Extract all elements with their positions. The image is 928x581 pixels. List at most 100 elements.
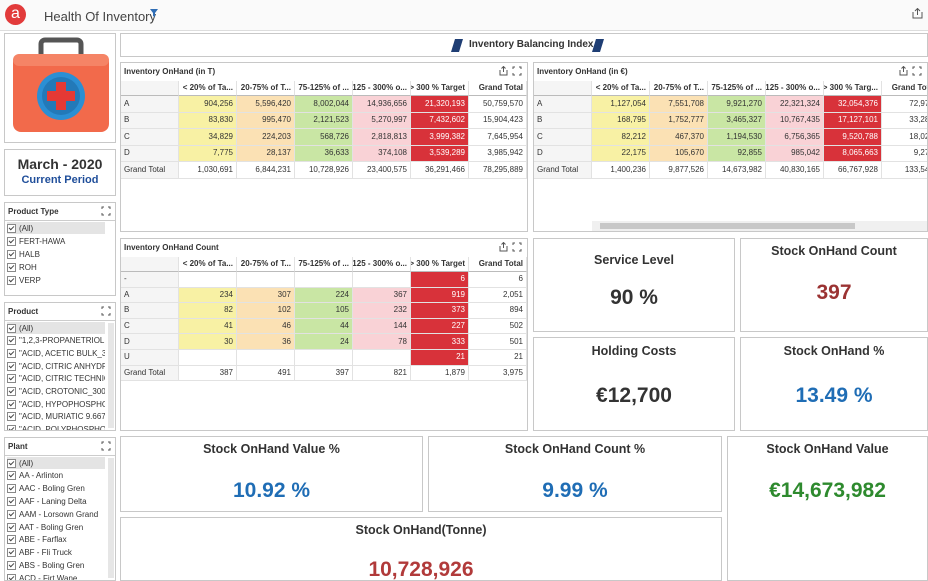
h-scroll-thumb[interactable]	[600, 223, 855, 229]
filter-item[interactable]: ABE - Farflax	[7, 534, 105, 546]
table-cell: 46	[237, 318, 295, 335]
filter-item[interactable]: "ACID, CROTONIC_3000980	[7, 386, 105, 398]
filter-item[interactable]: (All)	[7, 222, 105, 234]
kpi-value: 90 %	[610, 286, 658, 309]
filter-item-label: AAT - Boling Gren	[19, 522, 84, 532]
table-cell: 904,256	[179, 96, 237, 113]
checkbox[interactable]	[7, 236, 16, 246]
app-title: Health Of Inventory	[44, 9, 156, 24]
filter-item[interactable]: ROH	[7, 261, 105, 273]
table-cell: 78,295,889	[469, 162, 527, 179]
panel-icons[interactable]	[499, 66, 523, 76]
scrollbar[interactable]	[108, 323, 114, 428]
filter-item-label: (All)	[19, 323, 34, 333]
checkbox[interactable]	[7, 560, 16, 570]
checkbox[interactable]	[7, 336, 16, 346]
checkbox[interactable]	[7, 387, 16, 396]
column-header: 125 - 300% o...	[353, 257, 411, 272]
kpi-card: Stock OnHand % 13.49 %	[740, 337, 928, 431]
header-cell	[534, 81, 592, 96]
filter-item[interactable]: ABS - Boling Gren	[7, 559, 105, 571]
checkbox[interactable]	[7, 484, 16, 494]
kpi-value: 10,728,926	[368, 558, 474, 581]
filter-item[interactable]: AAC - Boling Gren	[7, 483, 105, 495]
filter-item[interactable]: HALB	[7, 248, 105, 260]
table-cell: 21	[411, 350, 469, 366]
row-label: A	[121, 96, 179, 113]
filter-item[interactable]: (All)	[7, 457, 105, 469]
checkbox[interactable]	[7, 496, 16, 506]
checkbox[interactable]	[7, 275, 16, 285]
medkit-image	[13, 37, 109, 132]
kpi-value: 9.99 %	[542, 479, 608, 502]
checkbox[interactable]	[7, 374, 16, 384]
filter-item[interactable]: "1,2,3-PROPANETRIOL TRIA	[7, 335, 105, 347]
checkbox[interactable]	[7, 348, 16, 358]
filter-item[interactable]: ABF - Fli Truck	[7, 547, 105, 559]
filter-item[interactable]: "ACID, CITRIC TECHNICAL C	[7, 373, 105, 385]
logo: a	[5, 4, 26, 25]
panel-icons[interactable]	[899, 66, 923, 76]
banner-mark	[451, 39, 463, 52]
table-cell: 32,054,376	[824, 96, 882, 113]
row-label: C	[121, 318, 179, 335]
checkbox[interactable]	[7, 573, 16, 580]
table-title: Inventory OnHand (in €)	[537, 67, 628, 76]
filter-item[interactable]: "ACID, MURIATIC 9.667# NE	[7, 411, 105, 423]
top-bar: a Health Of Inventory	[0, 0, 928, 31]
row-label: B	[121, 303, 179, 319]
column-header: Grand Total	[469, 81, 527, 96]
banner-mark	[592, 39, 604, 52]
filter-item[interactable]: "ACID, POLYPHOSPHORIC 1	[7, 424, 105, 430]
table-cell: 10,767,435	[766, 112, 824, 129]
checkbox[interactable]	[7, 535, 16, 545]
filter-item-label: (All)	[19, 223, 34, 233]
filter-item[interactable]: AAT - Boling Gren	[7, 521, 105, 533]
filter-item[interactable]: (All)	[7, 322, 105, 334]
checkbox[interactable]	[7, 249, 16, 259]
period-caption: Current Period	[21, 174, 99, 186]
panel-icons[interactable]	[499, 242, 523, 252]
filter-item[interactable]: "ACID, ACETIC BULK_30009	[7, 347, 105, 359]
table-cell: 28,137	[237, 145, 295, 162]
panel-icons[interactable]	[101, 441, 111, 451]
checkbox[interactable]	[7, 262, 16, 272]
kpi-value: €14,673,982	[769, 479, 886, 502]
filter-item[interactable]: FERT-HAWA	[7, 235, 105, 247]
checkbox[interactable]	[7, 471, 16, 481]
filter-item[interactable]: ACD - Firt Wane	[7, 572, 105, 580]
filter-item[interactable]: VERP	[7, 274, 105, 286]
table-cell: 7,551,708	[650, 96, 708, 113]
panel-icons[interactable]	[101, 206, 111, 216]
checkbox[interactable]	[7, 412, 16, 422]
table-cell: 232	[353, 303, 411, 319]
checkbox[interactable]	[7, 458, 16, 468]
checkbox[interactable]	[7, 399, 16, 409]
checkbox[interactable]	[7, 548, 16, 558]
column-header: 125 - 300% o...	[766, 81, 824, 96]
checkbox[interactable]	[7, 361, 16, 371]
filter-item[interactable]: AAM - Lorsown Grand	[7, 508, 105, 520]
filter-item[interactable]: "ACID, HYPOPHOSPHORUS	[7, 398, 105, 410]
checkbox[interactable]	[7, 223, 16, 233]
filter-item-label: AAF - Laning Delta	[19, 496, 87, 506]
table-cell: 3,985,942	[469, 145, 527, 162]
filter-item[interactable]: AAF - Laning Delta	[7, 495, 105, 507]
checkbox[interactable]	[7, 425, 16, 430]
filter-item-label: "ACID, MURIATIC 9.667# NE	[19, 412, 105, 422]
checkbox[interactable]	[7, 323, 16, 333]
table-cell: 995,470	[237, 112, 295, 129]
kpi-value: 10.92 %	[232, 479, 311, 502]
checkbox[interactable]	[7, 522, 16, 532]
kpi-card: Holding Costs €12,700	[533, 337, 735, 431]
filter-item[interactable]: AA - Arlinton	[7, 470, 105, 482]
column-header: < 20% of Ta...	[179, 257, 237, 272]
checkbox[interactable]	[7, 509, 16, 519]
column-header: 20-75% of T...	[237, 81, 295, 96]
filter-icon[interactable]	[150, 9, 158, 17]
filter-item[interactable]: "ACID, CITRIC ANHYDROUS	[7, 360, 105, 372]
table-cell: 501	[469, 334, 527, 350]
scrollbar[interactable]	[108, 458, 114, 578]
panel-icons[interactable]	[101, 306, 111, 316]
export-icon[interactable]	[912, 8, 923, 19]
